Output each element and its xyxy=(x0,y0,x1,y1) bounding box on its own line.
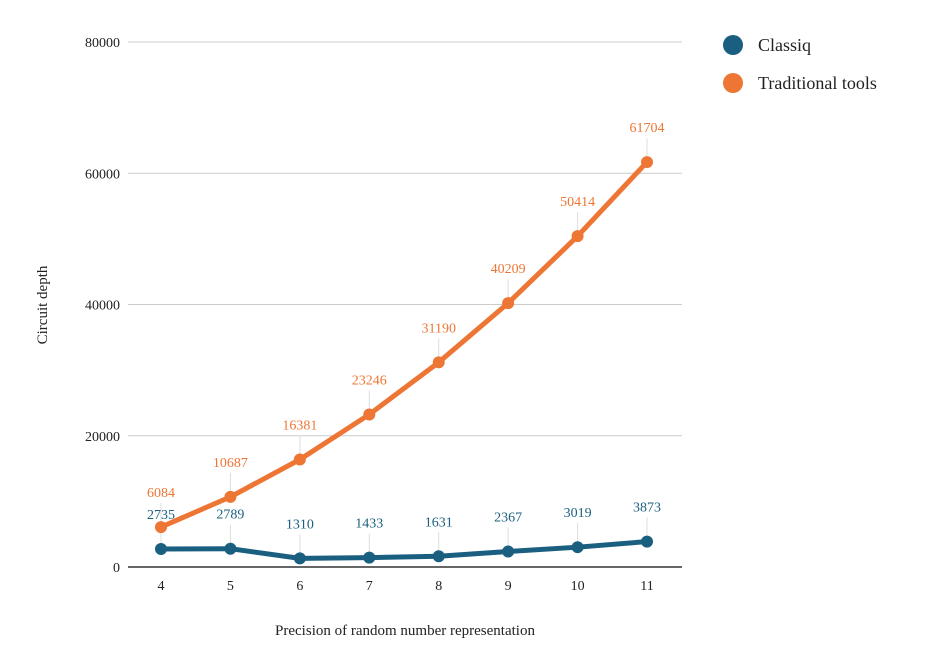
x-tick-label: 9 xyxy=(505,579,512,594)
x-tick-label: 8 xyxy=(435,579,442,594)
data-point xyxy=(641,156,653,169)
data-label: 1433 xyxy=(355,517,383,532)
data-point xyxy=(293,552,306,565)
data-point xyxy=(502,545,515,558)
series-line-traditional-tools xyxy=(158,159,650,530)
data-point xyxy=(571,541,584,554)
data-label: 2789 xyxy=(216,508,244,523)
data-label: 31190 xyxy=(421,321,455,336)
data-label: 50414 xyxy=(560,195,595,210)
data-label: 16381 xyxy=(282,418,317,433)
data-label: 3873 xyxy=(633,501,661,516)
data-label: 2735 xyxy=(147,508,175,523)
legend-label: Traditional tools xyxy=(758,73,877,93)
x-tick-label: 4 xyxy=(158,579,165,594)
data-point xyxy=(293,453,306,466)
y-tick-label: 0 xyxy=(113,561,120,576)
x-tick-label: 5 xyxy=(227,579,234,594)
data-point xyxy=(363,551,376,564)
y-tick-label: 20000 xyxy=(85,430,120,445)
x-tick-label: 10 xyxy=(571,579,585,594)
legend-marker xyxy=(723,73,743,93)
data-point xyxy=(641,535,653,548)
data-label: 1631 xyxy=(425,515,453,530)
series-line-classiq xyxy=(158,539,650,561)
x-tick-label: 11 xyxy=(640,579,653,594)
y-axis-label: Circuit depth xyxy=(35,265,51,344)
legend-marker xyxy=(723,35,743,55)
data-label: 10687 xyxy=(213,456,248,471)
x-tick-label: 7 xyxy=(366,579,373,594)
data-label: 6084 xyxy=(147,486,175,501)
data-label: 23246 xyxy=(352,373,387,388)
data-point xyxy=(224,490,237,503)
y-tick-label: 40000 xyxy=(85,299,120,314)
data-point xyxy=(363,408,376,421)
data-label: 2367 xyxy=(494,510,522,525)
data-point xyxy=(432,550,445,563)
data-label: 40209 xyxy=(491,262,526,277)
legend: Classiq Traditional tools xyxy=(723,35,877,93)
data-point xyxy=(502,297,515,310)
data-label: 61704 xyxy=(630,121,665,136)
data-point xyxy=(571,230,584,243)
y-tick-label: 60000 xyxy=(85,167,120,182)
data-point xyxy=(155,521,167,534)
data-point xyxy=(432,356,445,369)
legend-label: Classiq xyxy=(758,35,811,55)
x-axis-label: Precision of random number representatio… xyxy=(275,623,535,639)
data-point xyxy=(155,543,167,556)
data-label: 1310 xyxy=(286,517,314,532)
y-tick-label: 80000 xyxy=(85,36,120,51)
x-tick-label: 6 xyxy=(296,579,303,594)
data-label: 3019 xyxy=(564,506,592,521)
data-point xyxy=(224,542,237,555)
